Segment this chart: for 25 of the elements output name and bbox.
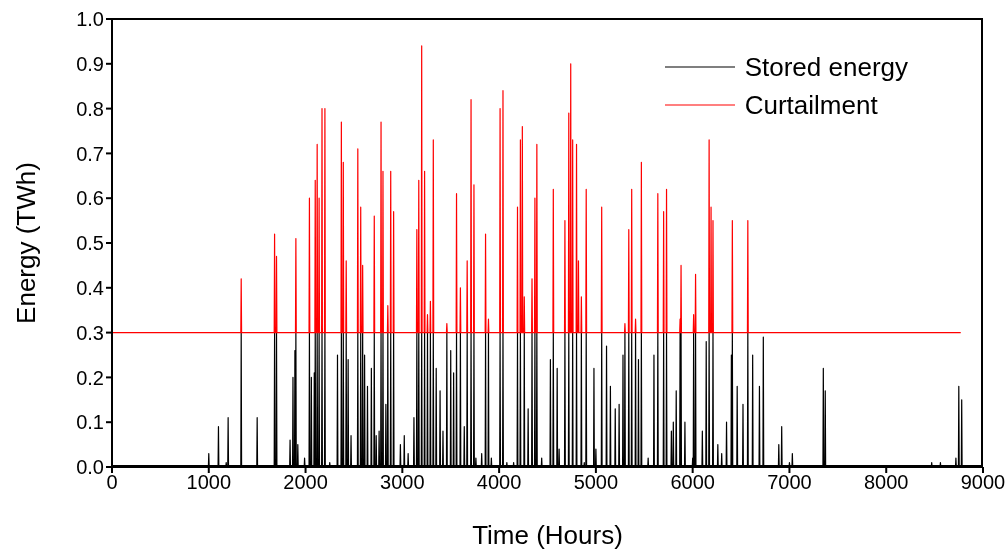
x-tick-label: 0 bbox=[106, 471, 118, 494]
y-tick-label: 1.0 bbox=[76, 8, 104, 31]
x-tick-label: 5000 bbox=[573, 471, 619, 494]
legend-label: Stored energy bbox=[744, 51, 908, 84]
y-tick-label: 0.9 bbox=[76, 52, 104, 75]
y-tick-label: 0.1 bbox=[76, 411, 104, 434]
x-tick-label: 8000 bbox=[863, 471, 909, 494]
y-axis-title: Energy (TWh) bbox=[11, 162, 42, 324]
legend-label: Curtailment bbox=[744, 89, 878, 122]
x-tick-label: 4000 bbox=[476, 471, 522, 494]
x-tick-label: 1000 bbox=[186, 471, 232, 494]
x-tick-label: 9000 bbox=[960, 471, 1006, 494]
y-tick-label: 0.2 bbox=[76, 366, 104, 389]
y-tick-label: 0.8 bbox=[76, 97, 104, 120]
y-tick-label: 0.6 bbox=[76, 187, 104, 210]
y-tick-label: 0.7 bbox=[76, 142, 104, 165]
x-tick-label: 3000 bbox=[380, 471, 425, 494]
y-tick-label: 0.3 bbox=[76, 321, 104, 344]
x-tick-label: 2000 bbox=[283, 471, 328, 494]
x-tick-label: 7000 bbox=[767, 471, 812, 494]
x-tick-label: 6000 bbox=[670, 471, 715, 494]
y-tick-label: 0.0 bbox=[76, 456, 104, 479]
y-tick-label: 0.5 bbox=[76, 232, 104, 255]
x-axis-title: Time (Hours) bbox=[472, 520, 623, 550]
y-tick-label: 0.4 bbox=[76, 276, 104, 299]
